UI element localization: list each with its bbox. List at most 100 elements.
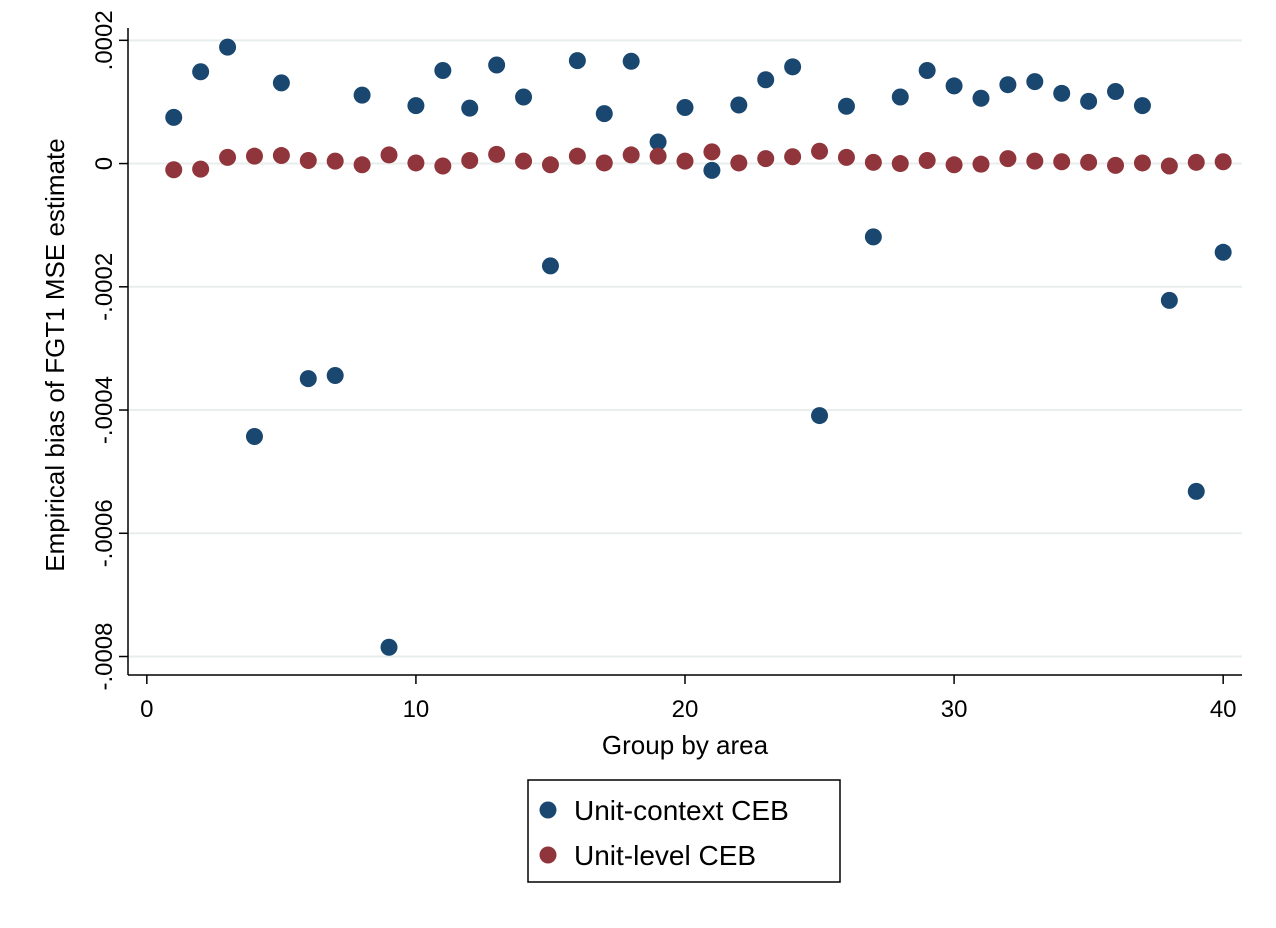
- unit-context-point: [972, 89, 990, 107]
- unit-level-point: [488, 145, 506, 163]
- unit-level-point: [326, 152, 344, 170]
- unit-level-point: [999, 150, 1017, 168]
- unit-context-point: [1107, 82, 1125, 100]
- unit-level-point: [353, 156, 371, 174]
- unit-level-point: [219, 148, 237, 166]
- unit-level-point: [622, 146, 640, 164]
- unit-level-point: [918, 151, 936, 169]
- y-axis-title: Empirical bias of FGT1 MSE estimate: [40, 138, 70, 571]
- y-tick-label: 0: [91, 157, 118, 170]
- unit-context-point: [245, 428, 263, 446]
- unit-context-point: [918, 62, 936, 80]
- unit-level-point: [192, 160, 210, 178]
- unit-level-point: [811, 142, 829, 160]
- unit-context-point: [622, 52, 640, 70]
- y-tick-label: -.0002: [91, 253, 118, 321]
- unit-level-point: [272, 147, 290, 165]
- unit-context-point: [837, 97, 855, 115]
- unit-context-point: [434, 62, 452, 80]
- unit-context-point: [676, 98, 694, 116]
- unit-level-point: [165, 161, 183, 179]
- unit-context-point: [353, 86, 371, 104]
- unit-context-point: [515, 88, 533, 106]
- unit-level-point: [1214, 153, 1232, 171]
- unit-level-point: [299, 151, 317, 169]
- unit-context-point: [299, 370, 317, 388]
- unit-level-point: [515, 152, 533, 170]
- x-axis-title: Group by area: [602, 730, 769, 760]
- unit-context-point: [757, 71, 775, 89]
- unit-level-point: [891, 155, 909, 173]
- axes: -.0008 -.0006 -.0004 -.0002 0 .0002 0 10 20 30 40: [91, 10, 1242, 723]
- unit-context-point: [219, 38, 237, 56]
- legend-label: Unit-level CEB: [574, 840, 756, 871]
- legend: Unit-context CEB Unit-level CEB: [527, 779, 841, 883]
- unit-level-point: [1080, 153, 1098, 171]
- y-tick-label: .0002: [91, 10, 118, 70]
- unit-context-point: [1026, 73, 1044, 91]
- unit-context-point: [1214, 243, 1232, 261]
- legend-label: Unit-context CEB: [574, 795, 789, 826]
- unit-context-point: [488, 56, 506, 74]
- legend-box: [527, 779, 841, 883]
- unit-level-point: [1160, 157, 1178, 175]
- unit-level-point: [649, 147, 667, 165]
- unit-context-point: [999, 76, 1017, 94]
- unit-level-point: [1107, 156, 1125, 174]
- data-points: [165, 38, 1232, 656]
- unit-context-point: [541, 257, 559, 275]
- unit-context-point: [945, 77, 963, 95]
- unit-context-point: [784, 58, 802, 76]
- unit-context-point: [730, 96, 748, 114]
- unit-level-point: [1187, 153, 1205, 171]
- unit-context-point: [649, 133, 667, 151]
- y-tick-label: -.0004: [91, 376, 118, 444]
- legend-marker: [539, 846, 557, 864]
- unit-context-point: [1053, 84, 1071, 102]
- x-tick-label: 20: [672, 696, 699, 723]
- unit-level-point: [407, 154, 425, 172]
- unit-level-point: [837, 148, 855, 166]
- x-tick-label: 0: [140, 696, 153, 723]
- y-tick-label: -.0006: [91, 499, 118, 567]
- unit-level-point: [757, 150, 775, 168]
- unit-context-point: [891, 88, 909, 106]
- unit-level-point: [864, 153, 882, 171]
- unit-context-point: [703, 161, 721, 179]
- unit-level-point: [595, 154, 613, 172]
- unit-level-point: [945, 156, 963, 174]
- unit-level-point: [380, 146, 398, 164]
- unit-context-point: [1080, 92, 1098, 110]
- unit-context-point: [568, 52, 586, 70]
- unit-context-point: [326, 367, 344, 385]
- unit-level-point: [676, 152, 694, 170]
- unit-context-point: [165, 108, 183, 126]
- unit-level-point: [245, 147, 263, 165]
- unit-context-point: [272, 74, 290, 92]
- gridlines: [128, 39, 1242, 658]
- unit-level-point: [461, 151, 479, 169]
- unit-context-point: [192, 63, 210, 81]
- unit-level-point: [730, 154, 748, 172]
- unit-level-point: [784, 148, 802, 166]
- unit-context-point: [407, 97, 425, 115]
- unit-level-point: [703, 143, 721, 161]
- unit-level-point: [434, 157, 452, 175]
- unit-context-point: [380, 638, 398, 656]
- unit-context-point: [595, 105, 613, 123]
- unit-context-point: [811, 407, 829, 425]
- unit-level-point: [1053, 153, 1071, 171]
- x-tick-label: 10: [403, 696, 430, 723]
- unit-context-point: [1133, 97, 1151, 115]
- unit-level-point: [1026, 152, 1044, 170]
- x-tick-label: 30: [941, 696, 968, 723]
- unit-level-point: [1133, 154, 1151, 172]
- unit-context-point: [461, 99, 479, 117]
- unit-level-point: [568, 147, 586, 165]
- x-tick-label: 40: [1210, 696, 1237, 723]
- unit-level-point: [972, 155, 990, 173]
- unit-level-point: [541, 156, 559, 174]
- unit-context-point: [1160, 291, 1178, 309]
- legend-marker: [539, 801, 557, 819]
